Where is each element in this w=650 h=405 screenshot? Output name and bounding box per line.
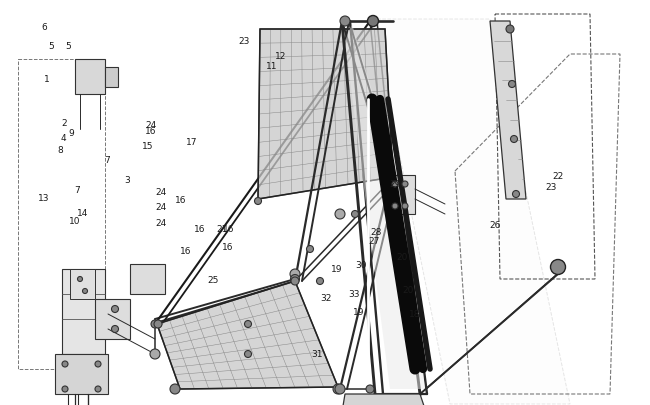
Text: 19: 19 [353, 307, 365, 316]
Text: 5: 5 [48, 42, 53, 51]
Circle shape [385, 177, 395, 186]
Text: 2: 2 [61, 119, 66, 128]
Polygon shape [62, 269, 105, 354]
Text: 20: 20 [402, 285, 414, 294]
Circle shape [510, 136, 517, 143]
Text: 9: 9 [69, 129, 74, 138]
Circle shape [335, 384, 345, 394]
Text: 14: 14 [77, 208, 88, 217]
Text: 19: 19 [331, 265, 343, 274]
Text: 25: 25 [207, 275, 219, 284]
Circle shape [512, 191, 519, 198]
Circle shape [291, 275, 300, 284]
Text: 16: 16 [222, 243, 233, 252]
Text: 8: 8 [57, 145, 62, 154]
Text: 24: 24 [145, 121, 157, 130]
Polygon shape [75, 60, 105, 95]
Text: 3: 3 [124, 176, 129, 185]
Text: 24: 24 [155, 202, 167, 211]
Text: 4: 4 [60, 133, 66, 142]
Circle shape [290, 269, 300, 279]
Circle shape [392, 181, 398, 188]
Circle shape [244, 321, 252, 328]
Circle shape [366, 385, 374, 393]
Text: 15: 15 [142, 141, 154, 150]
Circle shape [508, 81, 515, 88]
Circle shape [317, 278, 324, 285]
Circle shape [112, 326, 118, 333]
Circle shape [244, 351, 252, 358]
Text: 29: 29 [389, 180, 401, 189]
Circle shape [335, 209, 345, 220]
Text: 16: 16 [194, 224, 206, 233]
Text: 24: 24 [155, 218, 167, 227]
Circle shape [95, 386, 101, 392]
Text: 26: 26 [489, 220, 501, 229]
Text: 27: 27 [368, 237, 380, 245]
Text: 12: 12 [275, 51, 287, 60]
Circle shape [83, 289, 88, 294]
Text: 7: 7 [74, 186, 79, 195]
Text: 21: 21 [216, 224, 228, 233]
Circle shape [307, 246, 313, 253]
Circle shape [150, 349, 160, 359]
Circle shape [333, 384, 343, 394]
Circle shape [368, 17, 378, 27]
Polygon shape [345, 25, 425, 389]
Circle shape [112, 306, 118, 313]
Text: 1: 1 [44, 75, 49, 83]
Polygon shape [70, 269, 95, 299]
Text: 7: 7 [105, 156, 110, 164]
Circle shape [291, 277, 299, 285]
Circle shape [551, 260, 566, 275]
Text: 6: 6 [42, 23, 47, 32]
Circle shape [255, 198, 261, 205]
Circle shape [367, 17, 378, 28]
Circle shape [392, 203, 398, 209]
Polygon shape [157, 281, 338, 389]
Text: 11: 11 [266, 62, 278, 71]
Circle shape [402, 203, 408, 209]
Text: 17: 17 [186, 137, 198, 146]
Text: 32: 32 [320, 293, 332, 302]
Polygon shape [130, 264, 165, 294]
Text: 13: 13 [38, 194, 50, 203]
Circle shape [340, 17, 350, 27]
Text: 23: 23 [545, 183, 557, 192]
Polygon shape [258, 30, 393, 200]
Text: 33: 33 [348, 289, 360, 298]
Circle shape [352, 211, 359, 218]
Circle shape [95, 361, 101, 367]
Polygon shape [55, 354, 108, 394]
Text: 28: 28 [370, 227, 382, 236]
Polygon shape [490, 22, 526, 200]
Text: 16: 16 [179, 247, 191, 256]
Text: 23: 23 [238, 37, 250, 46]
Text: 10: 10 [69, 216, 81, 225]
Text: 18: 18 [409, 309, 421, 318]
Text: 30: 30 [355, 261, 367, 270]
Text: 24: 24 [155, 188, 167, 197]
Circle shape [506, 26, 514, 34]
Circle shape [62, 386, 68, 392]
Polygon shape [340, 394, 430, 405]
Circle shape [154, 320, 162, 328]
Polygon shape [105, 68, 118, 88]
Text: 16: 16 [223, 224, 235, 233]
Text: 20: 20 [396, 253, 408, 262]
Circle shape [151, 320, 159, 328]
Circle shape [77, 277, 83, 282]
Circle shape [170, 384, 180, 394]
Text: 16: 16 [175, 196, 187, 205]
Circle shape [402, 181, 408, 188]
Text: 5: 5 [66, 42, 71, 51]
Text: 31: 31 [311, 349, 323, 358]
Polygon shape [372, 20, 570, 404]
Circle shape [62, 361, 68, 367]
Polygon shape [385, 175, 415, 215]
Text: 16: 16 [145, 127, 157, 136]
Polygon shape [95, 299, 130, 339]
Text: 22: 22 [552, 172, 564, 181]
